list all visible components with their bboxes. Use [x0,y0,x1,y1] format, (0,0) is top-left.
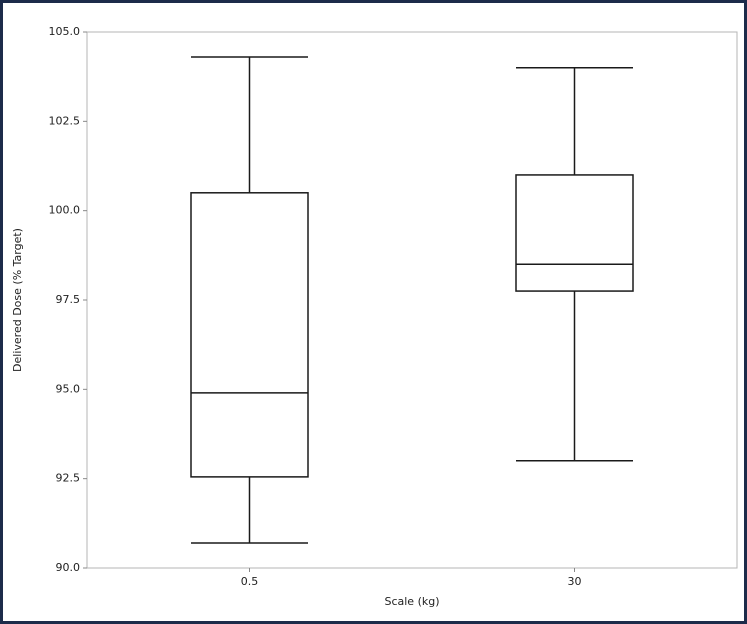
y-tick-label: 95.0 [56,382,81,395]
y-tick-label: 90.0 [56,561,81,574]
y-axis-label: Delivered Dose (% Target) [11,228,24,372]
y-tick-label: 97.5 [56,293,81,306]
y-tick-label: 100.0 [49,204,81,217]
x-tick-label: 0.5 [241,575,259,588]
x-axis-label: Scale (kg) [384,595,439,608]
y-tick-label: 92.5 [56,472,81,485]
box [515,174,634,292]
box [190,192,309,478]
y-tick-label: 102.5 [49,114,81,127]
x-tick-label: 30 [568,575,582,588]
y-tick-label: 105.0 [49,25,81,38]
